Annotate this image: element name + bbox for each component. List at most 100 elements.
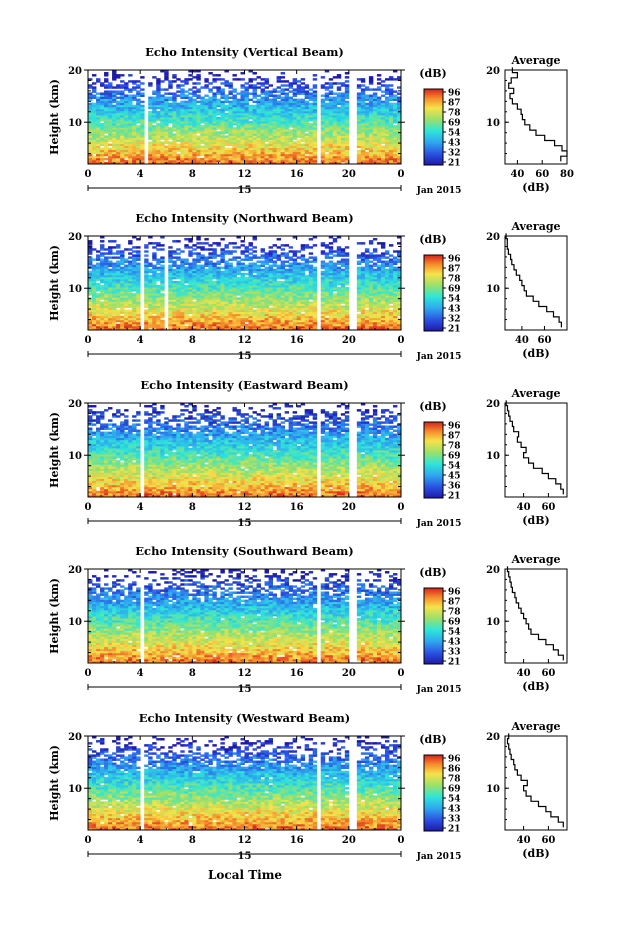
heatmap-cell [296, 125, 302, 128]
heatmap-cell [296, 88, 302, 91]
heatmap-cell [96, 139, 101, 142]
heatmap-cell [256, 117, 261, 120]
heatmap-cell [280, 125, 286, 128]
heatmap-cell [92, 299, 97, 302]
heatmap-cell [384, 157, 390, 161]
heatmap-cell [248, 108, 253, 112]
heatmap-cell [304, 291, 310, 294]
heatmap-cell [260, 104, 265, 108]
heatmap-cell [328, 313, 334, 317]
heatmap-cell [176, 90, 181, 93]
heatmap-cell [380, 291, 386, 294]
heatmap-cell [396, 139, 402, 142]
heatmap-cell [224, 295, 229, 298]
heatmap-cell [320, 133, 326, 136]
heatmap-cell [168, 301, 173, 304]
heatmap-cell [120, 151, 125, 155]
heatmap-cell [264, 112, 269, 116]
heatmap-cell [360, 321, 366, 325]
heatmap-cell [304, 104, 310, 108]
heatmap-cell [312, 297, 318, 300]
heatmap-cell [124, 317, 129, 321]
heatmap-cell [356, 104, 362, 108]
heatmap-cell [164, 155, 169, 159]
heatmap-cell [236, 110, 241, 114]
heatmap-cell [392, 139, 398, 142]
heatmap-cell [112, 133, 117, 136]
heatmap-cell [368, 117, 374, 120]
heatmap-cell [180, 287, 185, 290]
heatmap-cell [188, 161, 193, 165]
heatmap-cell [244, 143, 249, 147]
heatmap-cell [180, 129, 185, 132]
heatmap-cell [112, 108, 117, 112]
heatmap-cell [104, 84, 109, 87]
heatmap-cell [320, 301, 326, 304]
heatmap-cell [192, 112, 197, 116]
heatmap-cell [120, 143, 125, 147]
heatmap-cell [108, 98, 113, 102]
heatmap-cell [100, 321, 105, 325]
heatmap-cell [136, 319, 141, 323]
heatmap-cell [116, 106, 121, 110]
heatmap-cell [368, 311, 374, 315]
heatmap-cell [396, 143, 402, 147]
heatmap-cell [136, 321, 141, 325]
heatmap-cell [120, 289, 125, 292]
heatmap-cell [156, 129, 161, 132]
heatmap-cell [160, 305, 165, 308]
heatmap-cell [356, 153, 362, 157]
heatmap-cell [152, 108, 157, 112]
heatmap-cell [264, 129, 269, 132]
heatmap-cell [104, 145, 109, 149]
heatmap-cell [160, 96, 165, 100]
heatmap-cell [304, 317, 310, 321]
heatmap-cell [232, 112, 237, 116]
heatmap-cell [260, 323, 265, 327]
heatmap-cell [356, 297, 362, 300]
heatmap-cell [92, 123, 97, 126]
heatmap-cell [180, 106, 185, 110]
heatmap-cell [332, 293, 338, 296]
heatmap-cell [136, 327, 141, 331]
heatmap-cell [92, 119, 97, 122]
heatmap-cell [356, 149, 362, 153]
heatmap-cell [252, 274, 257, 278]
heatmap-cell [260, 117, 265, 120]
heatmap-cell [328, 139, 334, 142]
heatmap-cell [332, 106, 338, 110]
heatmap-cell [276, 293, 282, 296]
heatmap-cell [260, 327, 265, 331]
heatmap-cell [160, 299, 165, 302]
heatmap-cell [100, 305, 105, 308]
heatmap-cell [192, 327, 197, 331]
heatmap-cell [156, 135, 161, 138]
heatmap-cell [184, 319, 189, 323]
heatmap-cell [392, 135, 398, 138]
heatmap-cell [360, 102, 366, 106]
heatmap-cell [220, 90, 225, 93]
heatmap-cell [244, 86, 249, 89]
heatmap-cell [344, 287, 350, 290]
heatmap-cell [156, 147, 161, 151]
heatmap-cell [180, 119, 185, 122]
heatmap-cell [288, 114, 294, 118]
heatmap-cell [312, 293, 318, 296]
heatmap-cell [252, 289, 257, 292]
heatmap-cell [280, 315, 286, 319]
heatmap-cell [124, 159, 129, 163]
heatmap-cell [224, 309, 229, 313]
heatmap-cell [216, 131, 221, 134]
heatmap-cell [224, 123, 229, 126]
heatmap-cell [380, 299, 386, 302]
heatmap-cell [224, 127, 229, 130]
heatmap-cell [308, 149, 314, 153]
heatmap-cell [168, 305, 173, 308]
heatmap-cell [132, 94, 137, 97]
heatmap-cell [380, 311, 386, 315]
heatmap-cell [324, 149, 330, 153]
heatmap-cell [192, 90, 197, 93]
heatmap-cell [120, 293, 125, 296]
heatmap-cell [88, 96, 93, 100]
heatmap-cell [228, 112, 233, 116]
